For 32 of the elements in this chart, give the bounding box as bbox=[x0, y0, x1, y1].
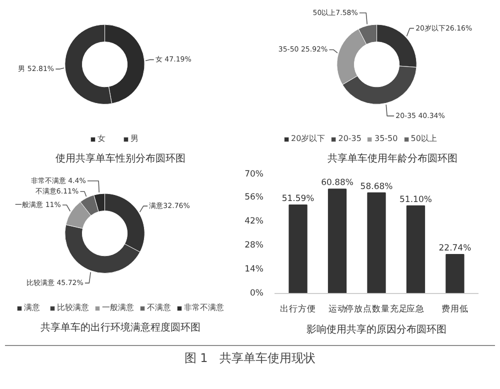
legend-label: 不满意 bbox=[147, 302, 171, 313]
legend-label: 满意 bbox=[24, 302, 41, 313]
data-label: 60.88% bbox=[321, 178, 354, 188]
legend-label: 比较满意 bbox=[57, 302, 89, 313]
y-tick-label: 42% bbox=[244, 216, 264, 226]
x-tick-label: 应急 bbox=[406, 304, 425, 314]
data-label: 22.74% bbox=[438, 244, 472, 254]
text: 使用共享单车性别分布圆环图 bbox=[56, 152, 186, 164]
x-tick-label: 停放点数量充足 bbox=[345, 304, 408, 314]
legend-label: 男 bbox=[130, 133, 140, 144]
legend-label: 女 bbox=[98, 133, 106, 144]
legend-label: 35-50 bbox=[374, 134, 398, 143]
text: 图 1 共享单车使用现状 bbox=[184, 350, 316, 367]
legend-label: 50以上 bbox=[410, 133, 437, 144]
x-tick-label: 出行方便 bbox=[280, 304, 316, 314]
text: 共享单车使用年龄分布圆环图 bbox=[328, 152, 458, 164]
y-tick-label: 0% bbox=[250, 288, 264, 298]
text: 影响使用共享的原因分布圆环图 bbox=[306, 324, 446, 336]
legend-label: 20-35 bbox=[338, 134, 362, 143]
legend-label: 一般满意 bbox=[102, 302, 134, 313]
y-tick-label: 70% bbox=[244, 170, 264, 180]
y-tick-label: 56% bbox=[244, 192, 264, 202]
data-label: 51.59% bbox=[282, 194, 314, 204]
y-tick-label: 14% bbox=[244, 264, 264, 274]
x-tick-label: 费用低 bbox=[441, 304, 468, 314]
data-label: 51.10% bbox=[400, 194, 432, 205]
x-tick-label: 运动 bbox=[328, 304, 346, 314]
legend-label: 20岁以下 bbox=[291, 133, 326, 144]
legend-label: 非常不满意 bbox=[184, 302, 224, 313]
y-tick-label: 28% bbox=[244, 240, 264, 250]
data-label: 58.68% bbox=[360, 182, 393, 192]
text: 共享单车的出行环境满意程度圆环图 bbox=[40, 322, 200, 334]
